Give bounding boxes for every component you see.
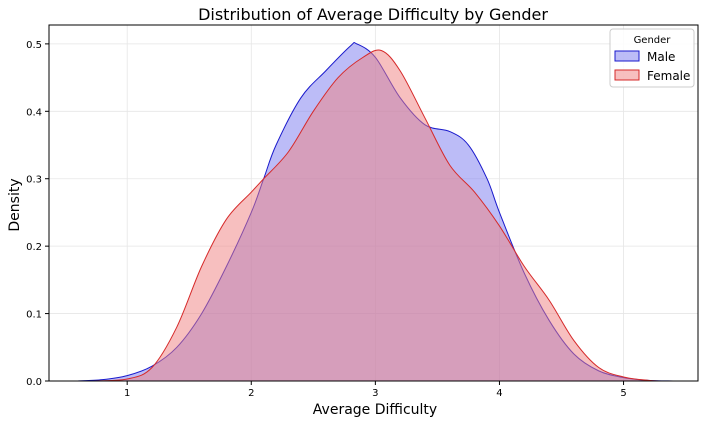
x-tick-label: 5 [620,388,626,399]
y-tick-label: 0.0 [26,377,42,388]
density-fill-female [89,50,661,382]
y-axis-label: Density [7,178,23,231]
x-axis-label: Average Difficulty [313,402,437,418]
y-tick-label: 0.3 [26,175,42,186]
density-line-female [89,49,661,382]
x-tick-label: 1 [124,388,130,399]
legend-swatch-male [614,50,640,62]
y-tick-label: 0.2 [26,242,42,253]
legend-title: Gender [634,35,672,46]
chart-title: Distribution of Average Difficulty by Ge… [198,5,548,24]
x-ticks: 1 2 3 4 5 [124,381,627,399]
legend-label-male: Male [647,50,675,64]
x-tick-label: 2 [248,388,254,399]
y-tick-label: 0.5 [26,40,42,51]
x-tick-label: 3 [372,388,378,399]
density-areas [77,41,674,382]
legend: Gender Male Female [609,28,695,88]
y-tick-label: 0.4 [26,107,42,118]
legend-swatch-female [614,69,640,81]
x-tick-label: 4 [496,388,502,399]
y-ticks: 0.0 0.1 0.2 0.3 0.4 0.5 [26,40,49,388]
legend-label-female: Female [647,69,690,83]
y-tick-label: 0.1 [26,310,42,321]
plot-frame [48,24,699,382]
